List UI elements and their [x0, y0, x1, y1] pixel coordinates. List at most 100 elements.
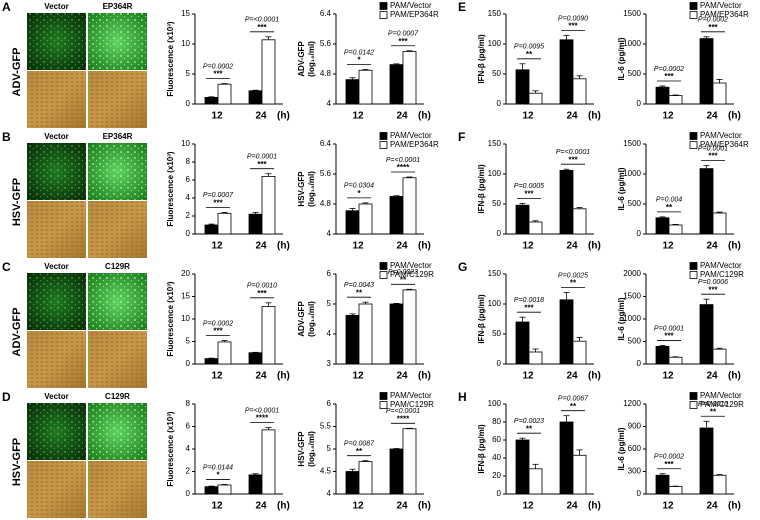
- y-tick-label: 6.4: [320, 9, 332, 18]
- image-label: Vector: [44, 392, 68, 401]
- virus-label: HSV-GFP: [11, 178, 23, 226]
- p-value: P=0.0006: [698, 279, 728, 286]
- brightfield-cells: [27, 201, 86, 258]
- legend-label: PAM/Vector: [390, 131, 432, 140]
- legend-swatch: [379, 392, 388, 400]
- significance-stars: **: [526, 424, 533, 433]
- y-tick-label: 6: [327, 399, 332, 408]
- significance-stars: **: [526, 50, 533, 59]
- y-tick-label: 15: [181, 9, 190, 18]
- x-tick-label: 12: [211, 241, 223, 252]
- bar: [261, 175, 276, 235]
- bar: [402, 51, 417, 105]
- p-value: P=0.0002: [203, 63, 233, 70]
- y-tick-label: 0: [637, 489, 642, 498]
- y-tick-label: 6: [186, 422, 191, 431]
- legend-swatch: [379, 141, 388, 149]
- x-tick-label: 24: [566, 501, 578, 512]
- significance-stars: ***: [257, 23, 267, 32]
- significance-stars: ***: [524, 190, 534, 199]
- y-tick-label: 4: [327, 229, 332, 238]
- legend-swatch: [689, 392, 698, 400]
- x-tick-label: 24: [566, 371, 578, 382]
- legend-swatch: [689, 11, 698, 19]
- x-unit: (h): [277, 111, 290, 122]
- legend-label: PAM/Vector: [390, 1, 432, 10]
- y-axis-label: Fluorescence (x10³): [166, 411, 175, 486]
- y-tick-label: 80: [492, 417, 501, 426]
- legend-swatch: [689, 401, 698, 409]
- legend-label: PAM/EP364R: [390, 10, 439, 19]
- y-tick-label: 5: [186, 69, 191, 78]
- brightfield-cells: [27, 331, 86, 388]
- p-value: P=0.0001: [654, 325, 684, 332]
- fluorescence-dots: [27, 403, 86, 460]
- y-tick-label: 10: [181, 39, 190, 48]
- bar: [402, 177, 417, 235]
- x-unit: (h): [728, 371, 741, 382]
- p-value: P=<0.0001: [556, 149, 590, 156]
- x-tick-label: 24: [566, 241, 578, 252]
- significance-stars: ***: [708, 285, 718, 294]
- y-tick-label: 10: [181, 139, 190, 148]
- fluorescence-dots: [88, 143, 147, 200]
- bar: [559, 169, 574, 235]
- y-axis-label: IL-6 (pg/ml): [617, 37, 626, 80]
- legend-swatch: [689, 262, 698, 270]
- y-axis-label: (log₁₀/ml): [307, 431, 316, 467]
- image-label: EP364R: [103, 132, 133, 141]
- y-tick-label: 0: [637, 229, 642, 238]
- bar: [572, 208, 587, 235]
- x-unit: (h): [418, 241, 431, 252]
- legend-label: PAM/EP364R: [700, 140, 749, 149]
- y-tick-label: 300: [628, 467, 642, 476]
- x-tick-label: 12: [352, 111, 364, 122]
- image-label: Vector: [44, 262, 68, 271]
- p-value: P=0.0002: [654, 454, 684, 461]
- p-value: P=0.0025: [558, 272, 588, 279]
- p-value: P=<0.0001: [386, 157, 420, 164]
- bar: [402, 289, 417, 365]
- y-tick-label: 4: [186, 193, 191, 202]
- bar: [402, 428, 417, 495]
- x-tick-label: 12: [211, 111, 223, 122]
- y-axis-label: (log₁₀/ml): [307, 301, 316, 337]
- legend-label: PAM/Vector: [390, 261, 432, 270]
- bar: [668, 486, 683, 495]
- panel-letter: A: [2, 0, 11, 14]
- y-tick-label: 1000: [623, 39, 641, 48]
- fluorescence-dots: [88, 403, 147, 460]
- x-unit: (h): [277, 501, 290, 512]
- significance-stars: *: [216, 471, 220, 480]
- legend-label: PAM/C129R: [700, 270, 744, 279]
- virus-label: ADV-GFP: [11, 308, 23, 357]
- brightfield-cells: [88, 71, 147, 128]
- x-tick-label: 12: [352, 241, 364, 252]
- y-axis-label: IFN-β (pg/ml): [477, 34, 486, 84]
- panel-letter: G: [458, 260, 467, 274]
- x-unit: (h): [588, 501, 601, 512]
- bar: [358, 203, 373, 235]
- y-axis-label: Fluorescence (x10³): [166, 151, 175, 226]
- bar: [655, 346, 670, 365]
- y-tick-label: 2000: [623, 269, 641, 278]
- significance-stars: ***: [524, 303, 534, 312]
- y-tick-label: 150: [488, 139, 502, 148]
- legend-swatch: [689, 2, 698, 10]
- y-tick-label: 0: [186, 359, 191, 368]
- y-tick-label: 20: [492, 471, 501, 480]
- x-tick-label: 12: [522, 371, 534, 382]
- bar: [358, 69, 373, 105]
- significance-stars: ***: [568, 155, 578, 164]
- bar: [699, 304, 714, 365]
- panel-letter: D: [2, 390, 11, 404]
- x-tick-label: 12: [211, 501, 223, 512]
- legend-swatch: [379, 11, 388, 19]
- x-tick-label: 24: [255, 241, 267, 252]
- x-unit: (h): [588, 241, 601, 252]
- x-tick-label: 24: [566, 111, 578, 122]
- x-tick-label: 12: [352, 501, 364, 512]
- bar: [699, 38, 714, 105]
- bar: [572, 340, 587, 365]
- y-tick-label: 0: [637, 99, 642, 108]
